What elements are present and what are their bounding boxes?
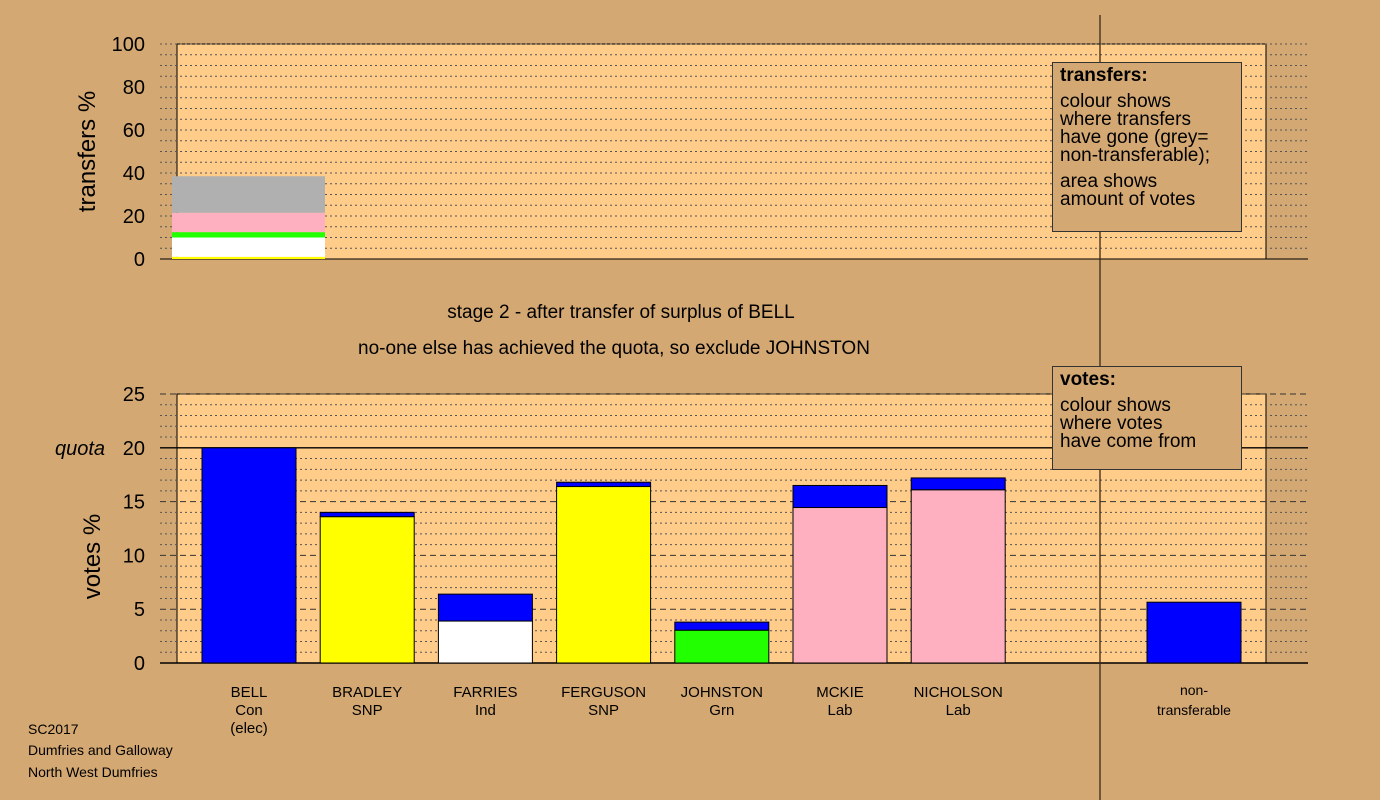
votes-y-tick-label: 20 (123, 438, 145, 460)
votes-y-tick-label: 25 (123, 384, 145, 406)
candidate-party-label: Lab (827, 702, 852, 719)
transfers-legend-line: where transfers (1060, 109, 1191, 130)
votes-legend-title: votes: (1060, 369, 1116, 390)
transfers-legend-line: area shows (1060, 171, 1158, 192)
votes-y-tick-label: 5 (134, 599, 145, 621)
non-transferable-label: transferable (1157, 702, 1231, 718)
transfers-y-tick-label: 0 (134, 249, 145, 271)
votes-y-tick-label: 15 (123, 492, 145, 514)
candidate-party-label: Lab (946, 702, 971, 719)
action-caption: no-one else has achieved the quota, so e… (358, 338, 870, 359)
transfers-legend-line: colour shows (1060, 91, 1171, 112)
candidate-name-label: NICHOLSON (914, 684, 1003, 701)
stage-caption: stage 2 - after transfer of surplus of B… (447, 302, 794, 323)
footer-council: Dumfries and Galloway (28, 742, 173, 758)
transfer-segment-lab (172, 212, 325, 233)
votes-legend-line: have come from (1060, 431, 1197, 452)
vote-bar-bradley-con (319, 511, 415, 518)
candidate-name-label: BELL (231, 684, 268, 701)
footer-ward: North West Dumfries (28, 764, 158, 780)
vote-bar-farries-ind (437, 620, 533, 664)
vote-bar-bradley-snp (319, 516, 415, 664)
transfers-y-tick-label: 40 (123, 163, 145, 185)
vote-bar-nicholson-lab (910, 489, 1006, 664)
vote-bar-johnston-con (674, 621, 770, 631)
votes-y-tick-label: 0 (134, 653, 145, 675)
vote-bar-nicholson-con (910, 477, 1006, 491)
transfer-segment-ind (172, 237, 325, 257)
transfers-y-tick-label: 20 (123, 206, 145, 228)
votes-legend-line: where votes (1060, 413, 1163, 434)
candidate-party-label: SNP (588, 702, 619, 719)
transfers-y-tick-label: 60 (123, 120, 145, 142)
candidate-name-label: JOHNSTON (681, 684, 763, 701)
transfer-segment-grn (172, 232, 325, 238)
transfers-y-tick-label: 80 (123, 77, 145, 99)
non-transferable-label: non- (1180, 682, 1208, 698)
transfers-legend: transfers: colour shows where transfers … (1052, 62, 1242, 232)
transfer-segment-non_transferable (172, 176, 325, 213)
transfers-legend-line: have gone (grey= (1060, 127, 1209, 148)
quota-label: quota (55, 438, 105, 460)
transfers-legend-line: non-transferable); (1060, 145, 1210, 166)
vote-bar-non-transferable-con (1146, 601, 1242, 664)
candidate-name-label: FARRIES (453, 684, 517, 701)
candidate-name-label: BRADLEY (332, 684, 402, 701)
vote-bar-ferguson-snp (556, 486, 652, 664)
candidate-party-label: Con (235, 702, 263, 719)
vote-bar-mckie-con (792, 484, 888, 509)
vote-bar-mckie-lab (792, 507, 888, 664)
votes-legend: votes: colour shows where votes have com… (1052, 366, 1242, 470)
candidate-name-label: MCKIE (816, 684, 864, 701)
votes-y-tick-label: 10 (123, 545, 145, 567)
vote-bar-johnston-grn (674, 629, 770, 664)
transfers-axis-label: transfers % (74, 91, 101, 212)
transfer-segment-snp (172, 256, 325, 259)
candidate-note-label: (elec) (230, 720, 268, 737)
transfers-legend-line: amount of votes (1060, 189, 1196, 210)
candidate-party-label: Grn (709, 702, 734, 719)
candidate-party-label: SNP (352, 702, 383, 719)
transfers-legend-title: transfers: (1060, 65, 1148, 86)
votes-legend-line: colour shows (1060, 395, 1171, 416)
vote-bar-ferguson-con (556, 481, 652, 488)
vote-bar-bell-con (201, 447, 297, 664)
footer-election: SC2017 (28, 721, 79, 737)
candidate-party-label: Ind (475, 702, 496, 719)
vote-bar-farries-con (437, 593, 533, 622)
votes-axis-label: votes % (79, 514, 106, 599)
transfers-y-tick-label: 100 (112, 34, 145, 56)
candidate-name-label: FERGUSON (561, 684, 646, 701)
